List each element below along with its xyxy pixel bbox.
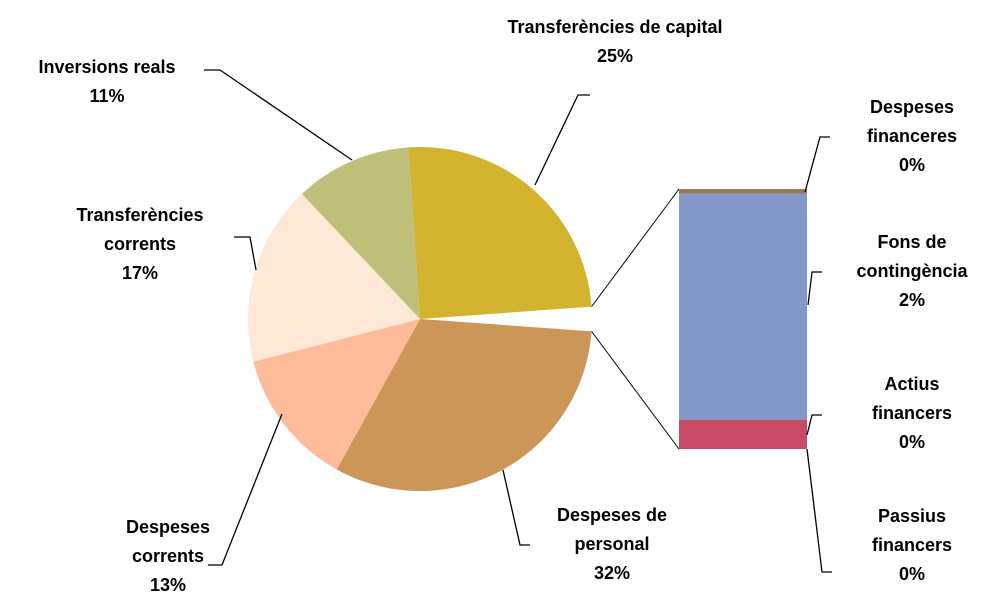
data-label: Despeses corrents 13% <box>108 513 228 597</box>
value-label: 11% <box>89 86 125 106</box>
value-label: 0% <box>898 155 925 175</box>
category-name: Transferències de capital <box>507 17 723 37</box>
leader-line <box>204 69 353 161</box>
bar-segment <box>679 419 807 449</box>
category-name: Passius financers <box>871 506 953 555</box>
value-label: 0% <box>898 564 925 584</box>
leader-line <box>806 414 822 436</box>
leader-line <box>807 271 822 306</box>
value-label: 32% <box>593 563 631 583</box>
data-label: Inversions reals 11% <box>2 53 212 111</box>
data-label: Transferències corrents 17% <box>50 201 230 288</box>
data-label: Despeses de personal 32% <box>522 501 702 588</box>
pie-slice <box>247 193 420 362</box>
leader-line <box>804 136 830 193</box>
leader-line <box>502 469 530 546</box>
leader-line <box>234 236 257 271</box>
category-name: Fons de contingència <box>856 232 968 281</box>
pie-slice <box>253 319 420 470</box>
category-name: Inversions reals <box>38 57 176 77</box>
category-name: Despeses corrents <box>125 517 211 566</box>
value-label: 0% <box>898 432 925 452</box>
category-name: Despeses de personal <box>556 505 668 554</box>
value-label: 17% <box>121 263 159 283</box>
leader-line <box>806 448 832 573</box>
bar-segment <box>679 189 807 194</box>
category-name: Transferències corrents <box>76 205 204 254</box>
leader-line <box>534 94 590 186</box>
bar-segment <box>679 193 807 420</box>
data-label: Transferències de capital 25% <box>495 13 735 71</box>
data-label: Despeses financeres 0% <box>847 93 977 180</box>
leader-line <box>208 413 283 566</box>
connector-line <box>591 188 680 307</box>
pie-slice <box>301 147 420 319</box>
value-label: 25% <box>596 46 634 66</box>
pie-slice <box>336 319 592 492</box>
connector-line <box>591 331 680 450</box>
data-label: Passius financers 0% <box>847 502 977 589</box>
data-label: Actius financers 0% <box>847 370 977 457</box>
value-label: 13% <box>149 575 187 595</box>
data-label: Fons de contingència 2% <box>837 228 987 315</box>
category-name: Despeses financeres <box>866 97 958 146</box>
value-label: 2% <box>898 290 925 310</box>
category-name: Actius financers <box>871 374 953 423</box>
pie-slice <box>408 146 592 319</box>
